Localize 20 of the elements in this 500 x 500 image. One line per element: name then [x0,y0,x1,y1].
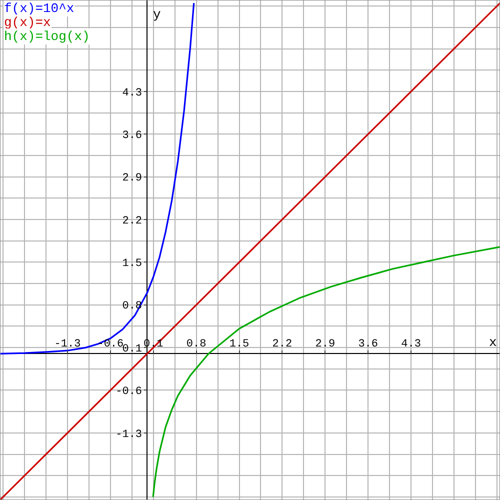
x-tick-label: 4.3 [401,338,421,350]
x-axis-title: x [489,335,497,350]
y-tick-label: 2.9 [122,172,142,185]
y-tick-label: 3.6 [122,130,142,142]
x-tick-label: -1.3 [54,338,81,350]
x-tick-label: 1.5 [229,338,250,350]
x-tick-label: 2.9 [315,338,336,350]
text: f(x)=10^x [4,1,74,16]
x-tick-label: 3.6 [358,338,378,350]
x-tick-label: 2.2 [272,338,292,350]
text: h(x)=log(x) [4,29,90,44]
y-axis-title: y [153,7,161,22]
y-tick-label: 1.5 [122,258,142,270]
x-tick-label: -0.6 [97,338,124,350]
text: g(x)=x [4,15,52,30]
y-tick-label: 2.2 [122,215,142,228]
y-tick-label: -1.3 [116,428,142,441]
y-tick-label: -0.6 [116,386,142,398]
y-tick-label: 4.3 [122,87,142,100]
x-tick-label: 0.8 [186,338,206,350]
